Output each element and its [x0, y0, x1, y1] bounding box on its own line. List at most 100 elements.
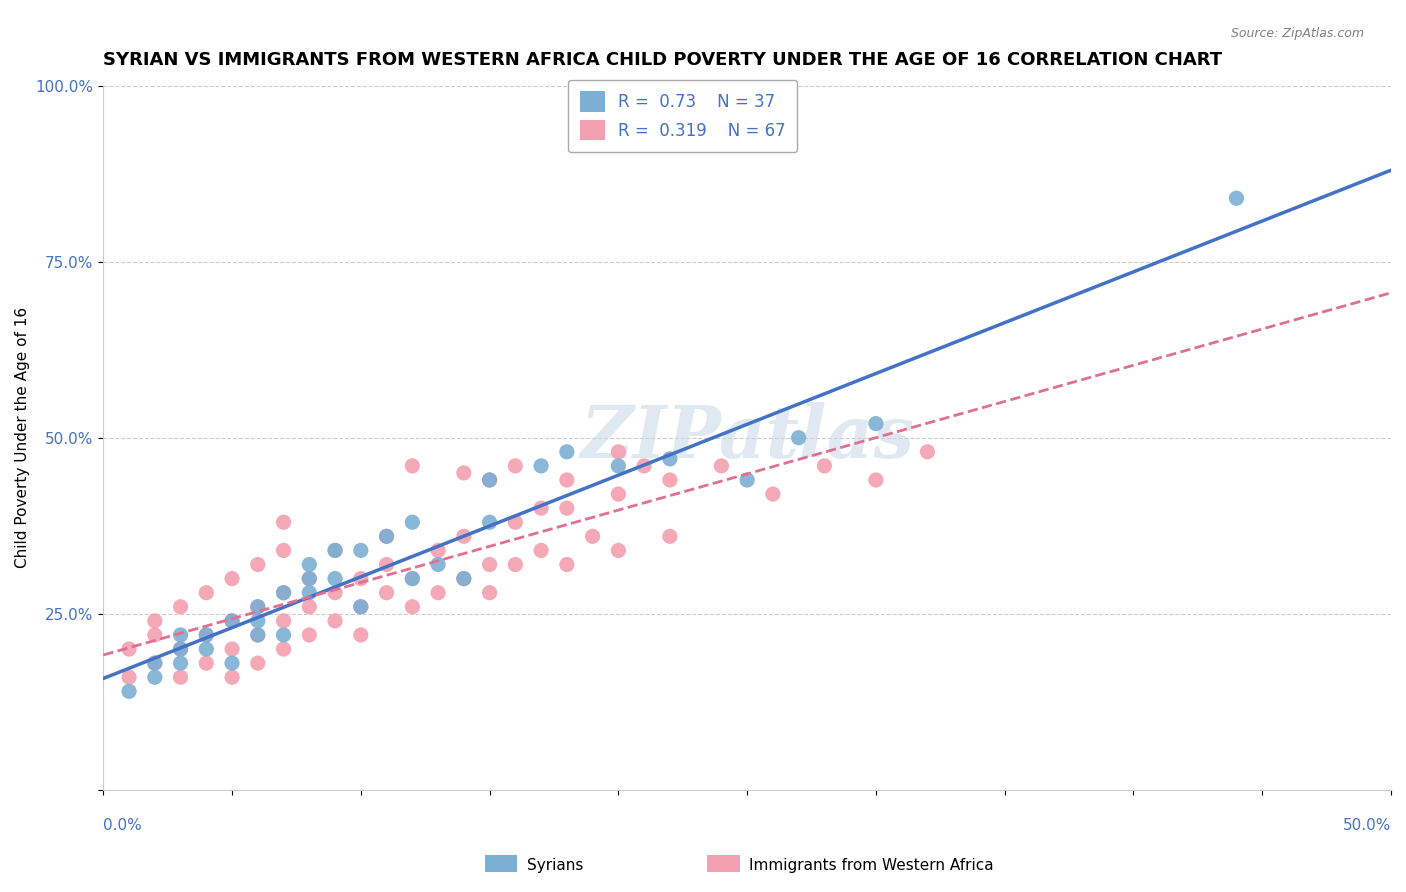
Point	[607, 445, 630, 459]
Point	[453, 572, 475, 586]
Point	[735, 473, 758, 487]
Point	[169, 599, 191, 614]
Point	[246, 628, 269, 642]
Point	[246, 614, 269, 628]
Point	[195, 656, 218, 670]
Point	[401, 572, 423, 586]
Point	[169, 656, 191, 670]
Point	[401, 572, 423, 586]
Point	[195, 628, 218, 642]
Point	[658, 451, 681, 466]
Point	[710, 458, 733, 473]
Text: Syrians: Syrians	[527, 858, 583, 872]
Point	[478, 558, 501, 572]
Point	[478, 473, 501, 487]
Point	[323, 572, 346, 586]
Y-axis label: Child Poverty Under the Age of 16: Child Poverty Under the Age of 16	[15, 307, 30, 568]
Point	[298, 572, 321, 586]
Point	[917, 445, 939, 459]
Point	[323, 614, 346, 628]
Point	[478, 585, 501, 599]
Point	[787, 431, 810, 445]
Point	[427, 585, 450, 599]
Point	[478, 473, 501, 487]
Point	[375, 558, 398, 572]
Point	[169, 642, 191, 657]
Point	[633, 458, 655, 473]
Point	[555, 558, 578, 572]
Point	[505, 458, 527, 473]
Point	[581, 529, 603, 543]
Text: SYRIAN VS IMMIGRANTS FROM WESTERN AFRICA CHILD POVERTY UNDER THE AGE OF 16 CORRE: SYRIAN VS IMMIGRANTS FROM WESTERN AFRICA…	[103, 51, 1222, 69]
Point	[350, 628, 373, 642]
Point	[453, 529, 475, 543]
Point	[298, 628, 321, 642]
Point	[401, 458, 423, 473]
Point	[530, 458, 553, 473]
Point	[478, 515, 501, 529]
Point	[607, 458, 630, 473]
Point	[555, 445, 578, 459]
Point	[505, 558, 527, 572]
Point	[195, 585, 218, 599]
Point	[350, 543, 373, 558]
Point	[762, 487, 785, 501]
Point	[221, 614, 243, 628]
Point	[143, 628, 166, 642]
Point	[813, 458, 835, 473]
Point	[658, 473, 681, 487]
Point	[1225, 191, 1247, 205]
Point	[246, 558, 269, 572]
Point	[273, 614, 295, 628]
Point	[246, 656, 269, 670]
Point	[350, 599, 373, 614]
Point	[273, 628, 295, 642]
Point	[323, 585, 346, 599]
Point	[143, 670, 166, 684]
Point	[375, 585, 398, 599]
Point	[555, 501, 578, 516]
Point	[246, 628, 269, 642]
Point	[273, 543, 295, 558]
Point	[555, 473, 578, 487]
Point	[298, 558, 321, 572]
Text: 0.0%: 0.0%	[103, 818, 142, 833]
Point	[865, 473, 887, 487]
Point	[427, 543, 450, 558]
Point	[143, 656, 166, 670]
Point	[607, 487, 630, 501]
Point	[221, 572, 243, 586]
Point	[298, 572, 321, 586]
Point	[453, 466, 475, 480]
Point	[323, 543, 346, 558]
Point	[118, 642, 141, 657]
Point	[169, 670, 191, 684]
Point	[118, 684, 141, 698]
Point	[246, 599, 269, 614]
Point	[246, 599, 269, 614]
Text: Immigrants from Western Africa: Immigrants from Western Africa	[749, 858, 994, 872]
Text: Source: ZipAtlas.com: Source: ZipAtlas.com	[1230, 27, 1364, 40]
Point	[453, 572, 475, 586]
Point	[273, 642, 295, 657]
Point	[298, 599, 321, 614]
Point	[118, 670, 141, 684]
Point	[350, 572, 373, 586]
Point	[221, 614, 243, 628]
Point	[273, 515, 295, 529]
Point	[658, 529, 681, 543]
Point	[530, 501, 553, 516]
Point	[865, 417, 887, 431]
Point	[221, 656, 243, 670]
Legend: R =  0.73    N = 37, R =  0.319    N = 67: R = 0.73 N = 37, R = 0.319 N = 67	[568, 79, 797, 153]
Point	[143, 656, 166, 670]
Point	[530, 543, 553, 558]
Point	[298, 585, 321, 599]
Point	[375, 529, 398, 543]
Point	[607, 543, 630, 558]
Point	[401, 599, 423, 614]
Text: 50.0%: 50.0%	[1343, 818, 1391, 833]
Point	[350, 599, 373, 614]
Point	[323, 543, 346, 558]
Point	[505, 515, 527, 529]
